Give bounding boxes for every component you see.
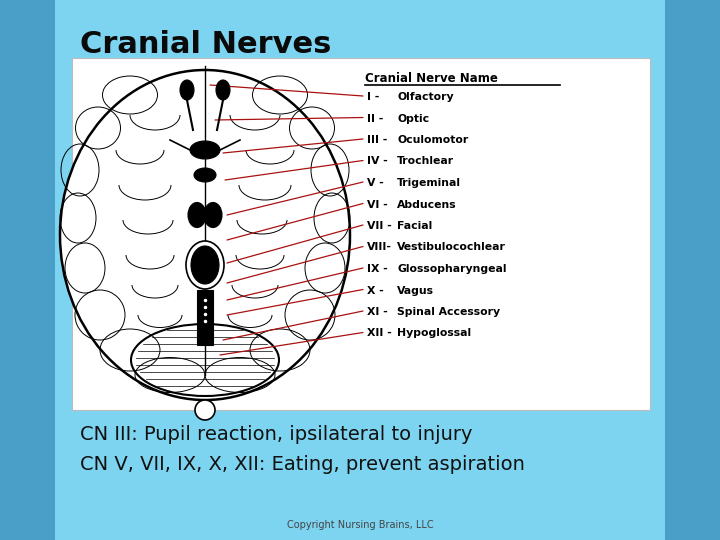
Polygon shape [665, 0, 720, 540]
FancyBboxPatch shape [72, 58, 650, 410]
Text: Trigeminal: Trigeminal [397, 178, 461, 188]
Text: XII -: XII - [367, 328, 392, 339]
Ellipse shape [60, 70, 350, 400]
Ellipse shape [216, 80, 230, 100]
Text: V -: V - [367, 178, 384, 188]
Text: Vestibulocochlear: Vestibulocochlear [397, 242, 506, 253]
Text: XI -: XI - [367, 307, 388, 317]
Ellipse shape [194, 168, 216, 182]
Text: III -: III - [367, 135, 387, 145]
Text: Glossopharyngeal: Glossopharyngeal [397, 264, 506, 274]
Text: Copyright Nursing Brains, LLC: Copyright Nursing Brains, LLC [287, 520, 433, 530]
Ellipse shape [190, 141, 220, 159]
Text: Oculomotor: Oculomotor [397, 135, 468, 145]
Text: VI -: VI - [367, 199, 388, 210]
Text: CN V, VII, IX, X, XII: Eating, prevent aspiration: CN V, VII, IX, X, XII: Eating, prevent a… [80, 455, 525, 474]
Bar [197, 290, 213, 345]
Text: Cranial Nerves: Cranial Nerves [80, 30, 331, 59]
Text: I -: I - [367, 92, 379, 102]
Text: X -: X - [367, 286, 384, 295]
Polygon shape [0, 0, 55, 540]
Text: Facial: Facial [397, 221, 432, 231]
Ellipse shape [191, 246, 219, 284]
Text: IX -: IX - [367, 264, 388, 274]
Ellipse shape [195, 400, 215, 420]
Text: Optic: Optic [397, 113, 429, 124]
Ellipse shape [186, 241, 224, 289]
Text: II -: II - [367, 113, 383, 124]
Ellipse shape [188, 202, 206, 227]
Text: VII -: VII - [367, 221, 392, 231]
Text: Olfactory: Olfactory [397, 92, 454, 102]
Ellipse shape [131, 324, 279, 396]
Text: Trochlear: Trochlear [397, 157, 454, 166]
Text: Cranial Nerve Name: Cranial Nerve Name [365, 72, 498, 85]
Ellipse shape [180, 80, 194, 100]
Text: Abducens: Abducens [397, 199, 456, 210]
Text: Hypoglossal: Hypoglossal [397, 328, 471, 339]
Text: IV -: IV - [367, 157, 388, 166]
Ellipse shape [204, 202, 222, 227]
Text: Vagus: Vagus [397, 286, 434, 295]
Text: VIII-: VIII- [367, 242, 392, 253]
Text: CN III: Pupil reaction, ipsilateral to injury: CN III: Pupil reaction, ipsilateral to i… [80, 425, 472, 444]
Text: Spinal Accessory: Spinal Accessory [397, 307, 500, 317]
